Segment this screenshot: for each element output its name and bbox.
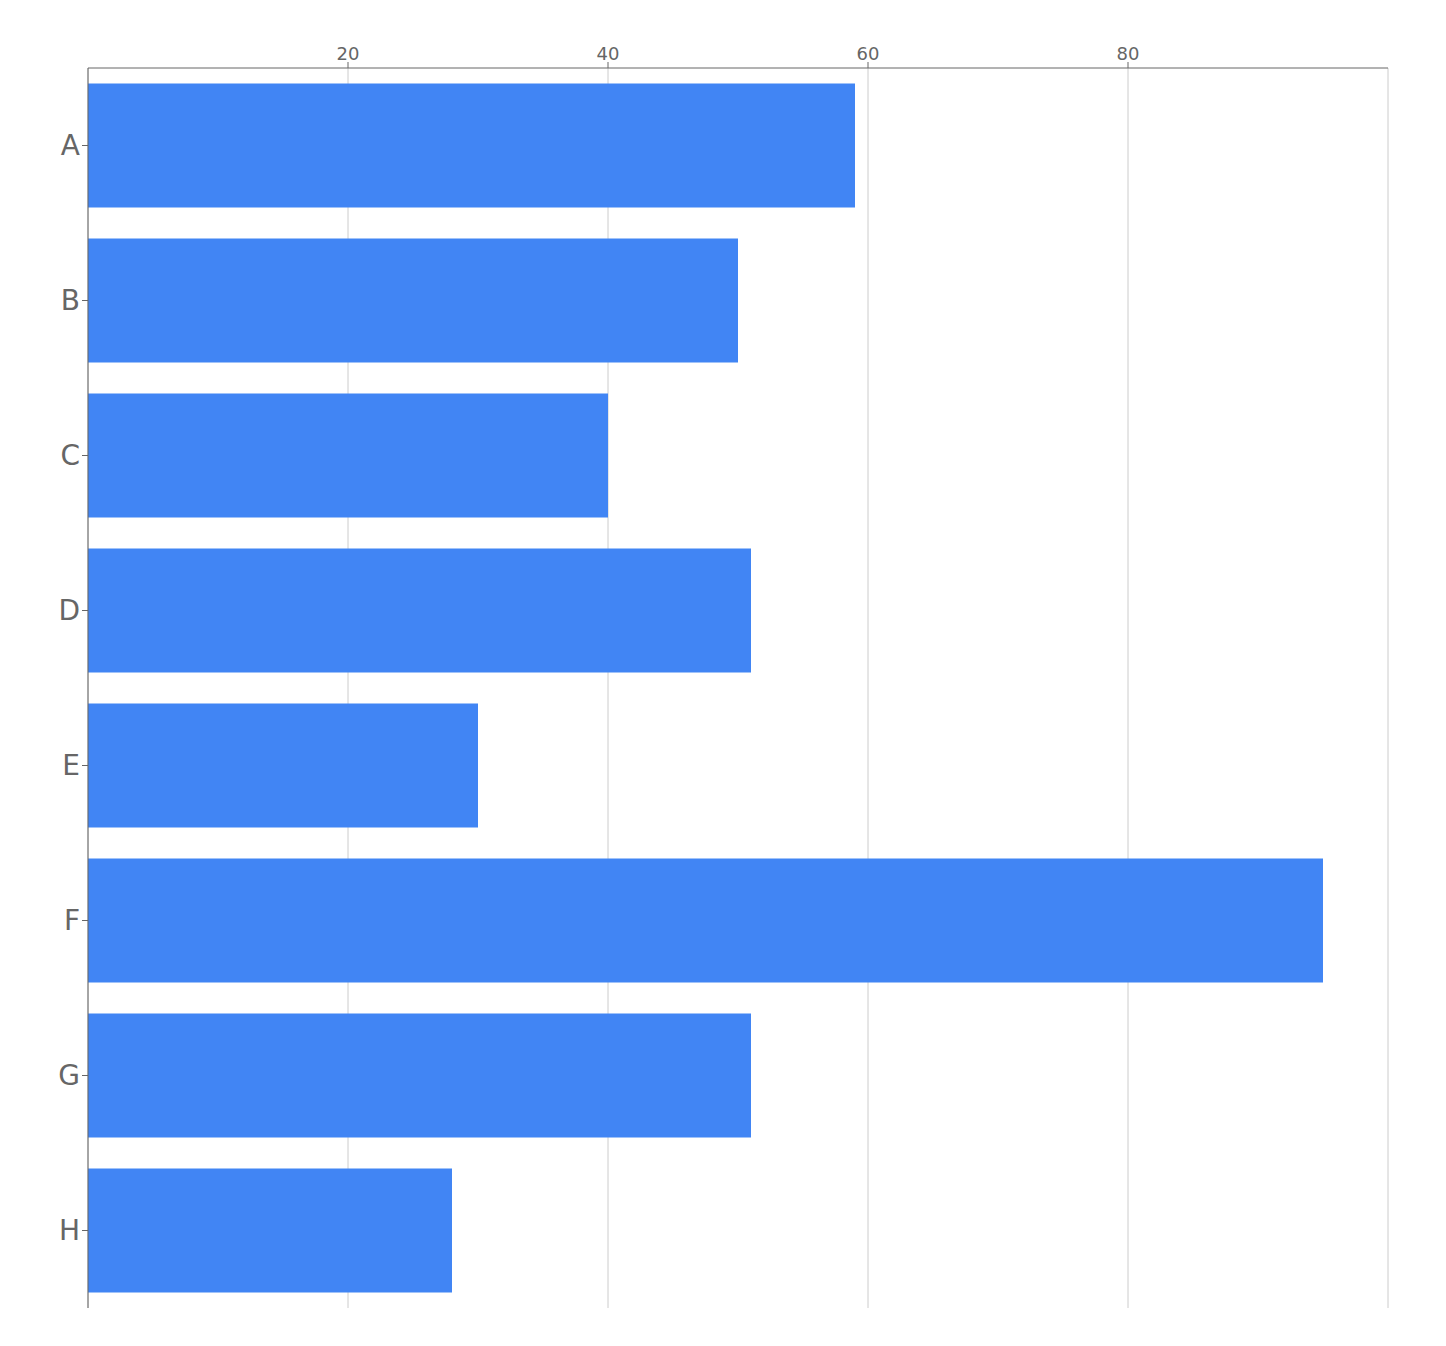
svg-text:G: G [58,1059,80,1092]
svg-text:C: C [60,439,80,472]
svg-text:H: H [59,1214,80,1247]
svg-text:20: 20 [337,43,360,64]
svg-text:F: F [64,904,80,937]
svg-text:A: A [61,129,80,162]
svg-text:D: D [58,594,80,627]
svg-text:E: E [62,749,80,782]
svg-text:60: 60 [857,43,880,64]
svg-text:B: B [61,284,80,317]
svg-text:40: 40 [597,43,620,64]
svg-text:80: 80 [1117,43,1140,64]
